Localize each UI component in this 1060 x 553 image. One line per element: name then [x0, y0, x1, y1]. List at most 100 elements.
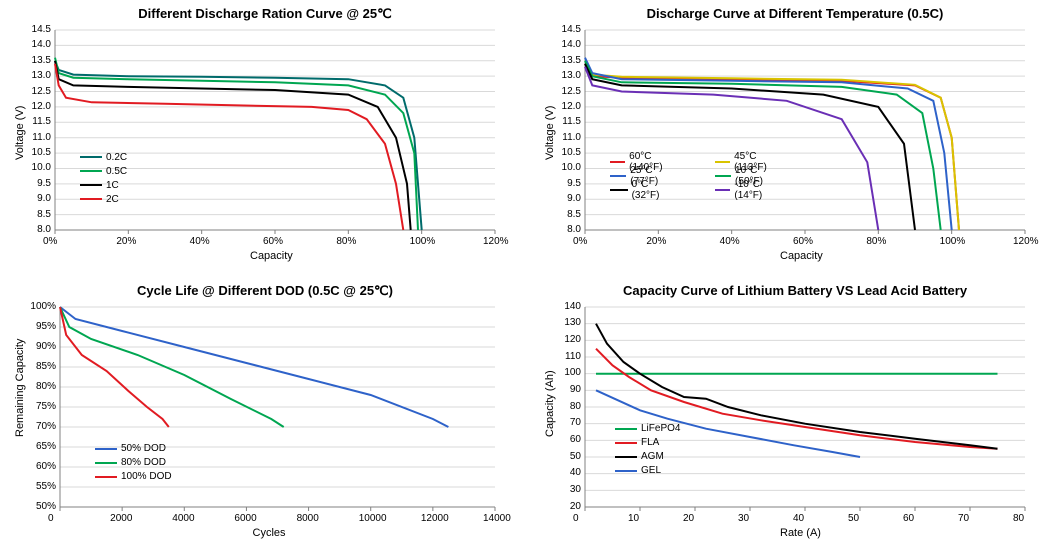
legend-swatch: [715, 161, 730, 163]
legend-item: 0.2C: [80, 150, 127, 164]
y-tick-label: 40: [570, 467, 581, 478]
x-tick-label: 80%: [336, 236, 356, 247]
legend-label: 0.2C: [106, 152, 127, 163]
x-tick-label: 120%: [1013, 236, 1039, 247]
y-tick-label: 13.5: [32, 55, 51, 66]
x-tick-label: 40%: [720, 236, 740, 247]
chart-capacity-vs-leadacid: Capacity Curve of Lithium Battery VS Lea…: [530, 277, 1060, 553]
legend-swatch: [95, 448, 117, 450]
y-tick-label: 100: [564, 367, 581, 378]
x-tick-label: 4000: [172, 513, 194, 524]
plot-svg: [530, 0, 1060, 276]
chart-cycle-life: Cycle Life @ Different DOD (0.5C @ 25℃)5…: [0, 277, 530, 553]
y-tick-label: 30: [570, 484, 581, 495]
legend-swatch: [610, 189, 628, 191]
legend-label: 50% DOD: [121, 443, 166, 454]
legend-label: LiFePO4: [641, 423, 680, 434]
legend-item: 80% DOD: [95, 456, 172, 470]
y-tick-label: 11.0: [562, 132, 581, 143]
x-tick-label: 80%: [866, 236, 886, 247]
legend-label: 0.5C: [106, 166, 127, 177]
x-tick-label: 60%: [793, 236, 813, 247]
x-tick-label: 2000: [110, 513, 132, 524]
legend-item: 2C: [80, 192, 127, 206]
y-tick-label: 90: [570, 384, 581, 395]
legend-swatch: [715, 189, 730, 191]
y-tick-label: 10.0: [562, 162, 581, 173]
x-tick-label: 12000: [421, 513, 449, 524]
y-tick-label: 8.5: [567, 209, 581, 220]
legend: 0.2C 0.5C 1C2C: [80, 150, 127, 206]
y-tick-label: 13.0: [562, 70, 581, 81]
legend-item: GEL: [615, 464, 680, 478]
y-tick-label: 9.0: [37, 193, 51, 204]
x-tick-label: 10000: [359, 513, 387, 524]
legend-item: LiFePO4: [615, 422, 680, 436]
legend-item: 0.5C: [80, 164, 127, 178]
y-tick-label: 14.5: [32, 24, 51, 35]
y-tick-label: 65%: [36, 441, 56, 452]
x-axis-label: Cycles: [253, 527, 286, 539]
y-tick-label: 11.5: [562, 116, 581, 127]
legend-label: -10°C (14°F): [734, 179, 773, 201]
y-tick-label: 8.0: [37, 224, 51, 235]
legend-swatch: [615, 428, 637, 430]
x-axis-label: Capacity: [780, 250, 823, 262]
y-tick-label: 12.5: [562, 86, 581, 97]
x-tick-label: 40: [793, 513, 804, 524]
legend-swatch: [615, 456, 637, 458]
y-tick-label: 90%: [36, 341, 56, 352]
legend-swatch: [80, 184, 102, 186]
y-tick-label: 130: [564, 317, 581, 328]
y-tick-label: 100%: [30, 301, 56, 312]
x-tick-label: 0: [573, 513, 579, 524]
y-tick-label: 120: [564, 334, 581, 345]
plot-svg: [0, 0, 530, 276]
y-tick-label: 8.5: [37, 209, 51, 220]
x-tick-label: 8000: [297, 513, 319, 524]
x-tick-label: 0%: [43, 236, 57, 247]
x-tick-label: 0%: [573, 236, 587, 247]
y-tick-label: 55%: [36, 481, 56, 492]
x-tick-label: 14000: [483, 513, 511, 524]
x-tick-label: 50: [848, 513, 859, 524]
y-tick-label: 70%: [36, 421, 56, 432]
legend-label: 0°C (32°F): [632, 179, 670, 201]
x-tick-label: 120%: [483, 236, 509, 247]
y-tick-label: 60%: [36, 461, 56, 472]
legend: LiFePO4FLAAGMGEL: [615, 422, 680, 478]
y-tick-label: 9.5: [37, 178, 51, 189]
legend-label: 1C: [106, 180, 119, 191]
x-tick-label: 20: [683, 513, 694, 524]
legend-swatch: [610, 175, 626, 177]
legend-item: 0°C (32°F): [610, 183, 669, 197]
y-tick-label: 14.5: [562, 24, 581, 35]
legend-label: 100% DOD: [121, 471, 172, 482]
x-tick-label: 80: [1013, 513, 1024, 524]
y-tick-label: 13.0: [32, 70, 51, 81]
y-tick-label: 10.0: [32, 162, 51, 173]
legend-swatch: [715, 175, 731, 177]
legend-label: GEL: [641, 465, 661, 476]
x-tick-label: 0: [48, 513, 54, 524]
legend-item: 1C: [80, 178, 127, 192]
legend-label: AGM: [641, 451, 664, 462]
x-tick-label: 20%: [116, 236, 136, 247]
legend-item: AGM: [615, 450, 680, 464]
y-tick-label: 13.5: [562, 55, 581, 66]
y-tick-label: 60: [570, 434, 581, 445]
x-tick-label: 100%: [940, 236, 966, 247]
y-axis-label: Voltage (V): [544, 106, 556, 160]
legend-swatch: [95, 462, 117, 464]
y-tick-label: 20: [570, 501, 581, 512]
y-tick-label: 12.5: [32, 86, 51, 97]
y-tick-label: 140: [564, 301, 581, 312]
x-tick-label: 40%: [190, 236, 210, 247]
x-tick-label: 60%: [263, 236, 283, 247]
y-tick-label: 12.0: [562, 101, 581, 112]
y-axis-label: Capacity (Ah): [544, 370, 556, 437]
legend-swatch: [615, 470, 637, 472]
plot-svg: [530, 277, 1060, 553]
legend-item: 50% DOD: [95, 442, 172, 456]
y-tick-label: 70: [570, 417, 581, 428]
